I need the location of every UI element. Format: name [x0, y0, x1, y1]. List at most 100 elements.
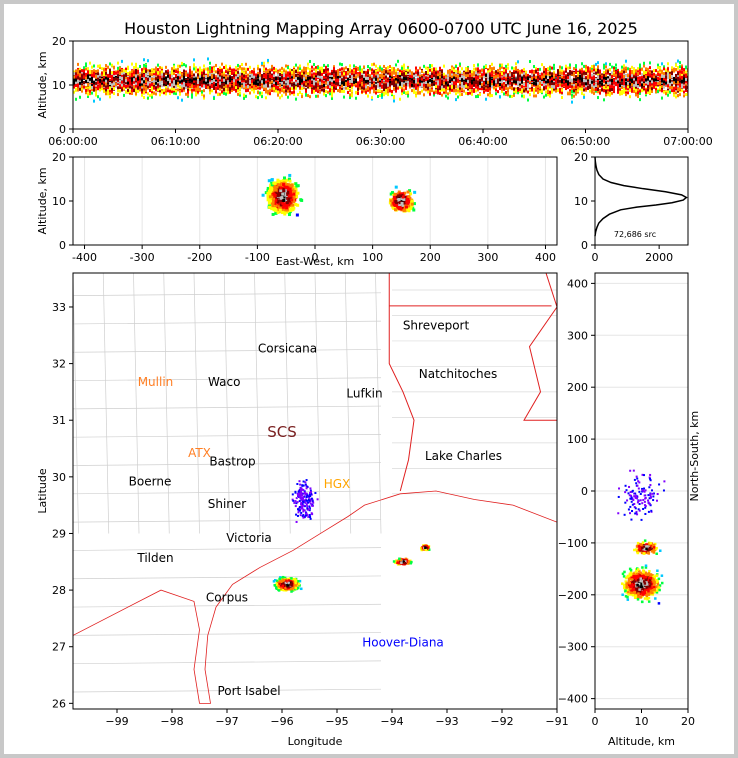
- source-point: [652, 499, 655, 502]
- map-label: SCS: [267, 423, 297, 441]
- source-point: [311, 498, 314, 501]
- source-point: [297, 495, 300, 498]
- y-axis-label: North-South, km: [688, 411, 701, 502]
- source-point: [624, 501, 627, 504]
- source-point: [649, 493, 652, 496]
- source-point: [303, 509, 306, 512]
- source-count-annotation: 72,686 src: [614, 230, 656, 239]
- source-point: [630, 500, 633, 503]
- source-point: [303, 516, 306, 519]
- source-point: [308, 496, 311, 499]
- source-point: [643, 500, 646, 503]
- map-label: Bastrop: [209, 455, 255, 469]
- source-point: [629, 497, 632, 500]
- county-line: [284, 273, 291, 534]
- chart-title: Houston Lightning Mapping Array 0600-070…: [124, 19, 638, 38]
- county-line: [73, 518, 382, 523]
- tick-label-lat: 29: [52, 527, 66, 540]
- tick-label-time: 07:00:00: [663, 135, 712, 148]
- source-point: [301, 498, 304, 501]
- tick-label-lat: 28: [52, 584, 66, 597]
- tick-label-alt: 10: [635, 715, 649, 728]
- source-point: [625, 489, 628, 492]
- source-point: [626, 499, 629, 502]
- tick-label-ew: 200: [420, 251, 441, 264]
- tick-label-lon: −95: [325, 715, 348, 728]
- source-point: [311, 500, 314, 503]
- source-point: [299, 483, 302, 486]
- source-point: [662, 489, 665, 492]
- source-point: [295, 502, 298, 505]
- map-label: Hoover-Diana: [362, 636, 444, 650]
- county-line: [254, 273, 261, 534]
- source-point: [297, 490, 300, 493]
- source-point: [292, 499, 295, 502]
- source-point: [629, 491, 632, 494]
- source-point: [630, 496, 633, 499]
- source-point: [309, 516, 312, 519]
- tick-label-alt: 0: [592, 715, 599, 728]
- source-point: [312, 501, 315, 504]
- source-point: [304, 511, 307, 514]
- tick-label-alt: 0: [581, 239, 588, 252]
- map-label: ATX: [188, 446, 211, 460]
- source-point: [644, 496, 647, 499]
- source-point: [624, 484, 627, 487]
- map-label: Corsicana: [258, 341, 317, 355]
- source-point: [294, 490, 297, 493]
- source-point: [305, 485, 308, 488]
- ew-density: [84, 157, 546, 245]
- source-point: [636, 513, 639, 516]
- map-label: Lake Charles: [425, 449, 502, 463]
- source-point: [628, 485, 631, 488]
- source-point: [641, 473, 644, 476]
- source-point: [639, 499, 642, 502]
- source-point: [302, 495, 305, 498]
- source-point: [649, 473, 652, 476]
- source-point: [633, 495, 636, 498]
- source-point: [649, 494, 652, 497]
- tick-label-alt: 10: [574, 195, 588, 208]
- source-point: [299, 487, 302, 490]
- source-point: [644, 504, 647, 507]
- county-line: [375, 273, 382, 534]
- source-point: [642, 489, 645, 492]
- map-label: Port Isabel: [217, 684, 280, 698]
- tick-label-lon: −91: [545, 715, 568, 728]
- tick-label-time: 06:10:00: [151, 135, 200, 148]
- source-point: [650, 489, 653, 492]
- source-point: [301, 504, 304, 507]
- source-point: [298, 492, 301, 495]
- county-line: [193, 273, 200, 534]
- source-point: [649, 479, 652, 482]
- county-line: [163, 273, 170, 534]
- source-point: [304, 514, 307, 517]
- source-point: [634, 496, 637, 499]
- tick-label-ew: 100: [362, 251, 383, 264]
- county-line: [102, 273, 110, 534]
- source-point: [630, 518, 633, 521]
- source-point: [618, 487, 621, 490]
- source-point: [639, 492, 642, 495]
- tick-label-ns: −100: [558, 537, 588, 550]
- coastline: [73, 490, 557, 704]
- source-point: [624, 491, 627, 494]
- source-point: [641, 489, 644, 492]
- source-point: [658, 483, 661, 486]
- tick-label-alt: 10: [52, 195, 66, 208]
- source-point: [634, 512, 637, 515]
- source-point: [648, 503, 651, 506]
- tick-label-time: 06:00:00: [48, 135, 97, 148]
- tick-label-lon: −98: [160, 715, 183, 728]
- source-point: [300, 501, 303, 504]
- source-point: [295, 520, 298, 523]
- tick-label-lon: −94: [380, 715, 403, 728]
- source-point: [635, 510, 638, 513]
- source-point: [297, 509, 300, 512]
- source-point: [649, 484, 652, 487]
- source-point: [300, 489, 303, 492]
- county-line: [73, 632, 382, 636]
- source-point: [648, 497, 651, 500]
- source-point: [644, 489, 647, 492]
- source-point: [302, 480, 305, 483]
